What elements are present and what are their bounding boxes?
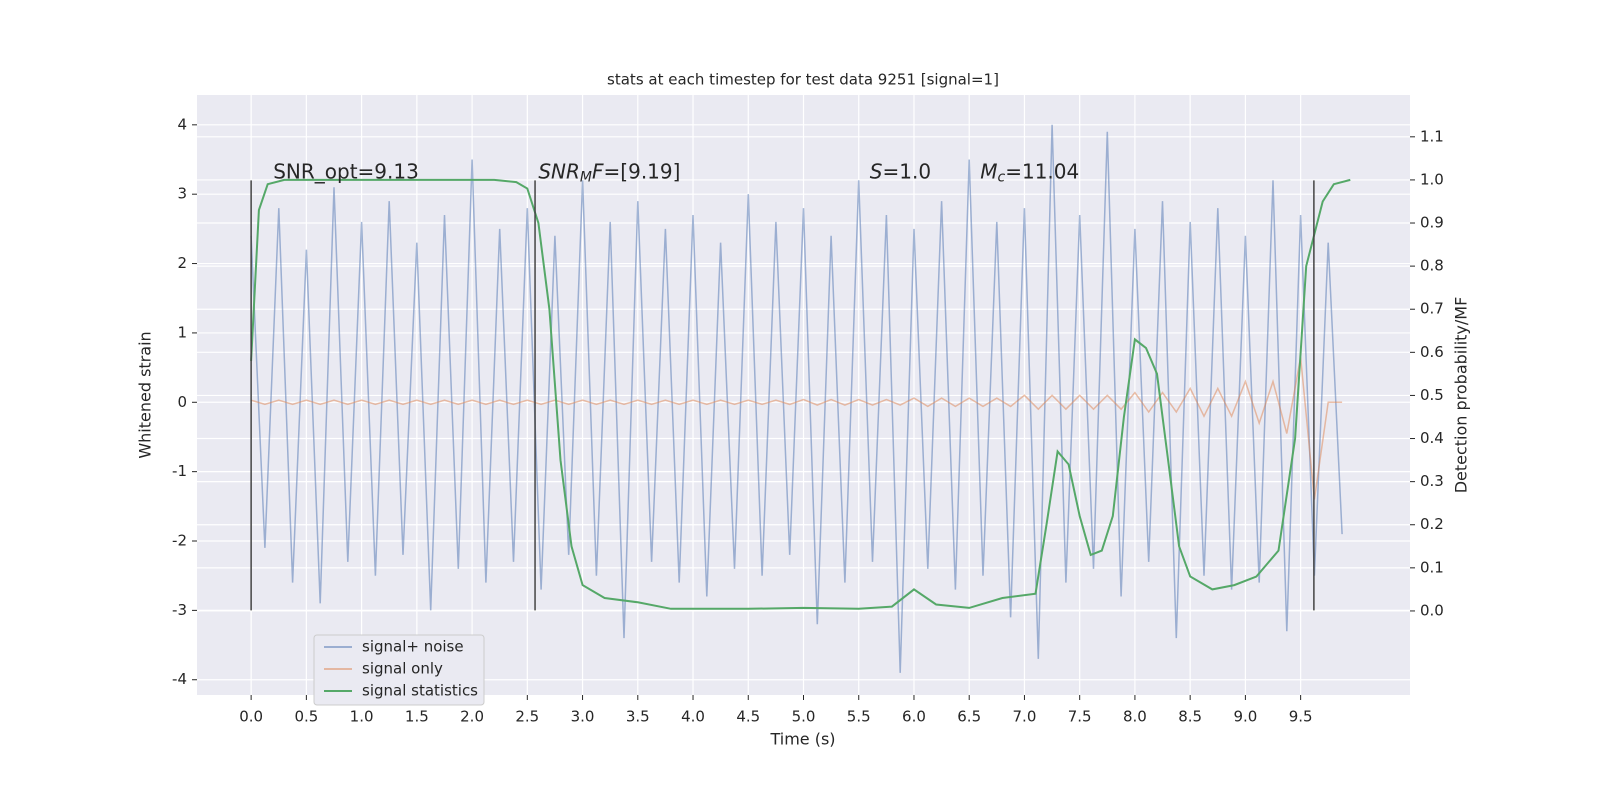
y2-tick-label: 1.1 [1420, 127, 1444, 145]
annotation-part: c [998, 169, 1006, 185]
x-tick-label: 2.5 [515, 708, 539, 726]
y-tick-label: 0 [177, 393, 187, 411]
annotation-part: =1.0 [882, 159, 931, 183]
annotation-part: =11.04 [1005, 159, 1079, 183]
x-tick-label: 4.5 [736, 708, 760, 726]
legend-label: signal only [362, 660, 443, 678]
annotation: Mc=11.04 [980, 159, 1079, 186]
series-line [250, 124, 1343, 673]
y-tick-label: -1 [172, 462, 187, 480]
annotation: S=1.0 [870, 159, 931, 183]
x-tick-label: 8.0 [1123, 708, 1147, 726]
legend-label: signal statistics [362, 682, 478, 700]
chart-title: stats at each timestep for test data 925… [607, 71, 999, 89]
annotation-part: M [580, 169, 592, 185]
annotation-part: SNR [538, 159, 580, 183]
annotation-part: M [980, 159, 997, 183]
x-tick-label: 6.5 [957, 708, 981, 726]
y-tick-label: -3 [172, 601, 187, 619]
y-axis-label: Whitened strain [136, 331, 155, 458]
x-tick-label: 3.0 [571, 708, 595, 726]
y2-tick-label: 0.1 [1420, 558, 1444, 576]
x-tick-label: 6.0 [902, 708, 926, 726]
y-tick-label: -2 [172, 532, 187, 550]
y2-tick-label: 0.3 [1420, 472, 1444, 490]
legend-label: signal+ noise [362, 638, 464, 656]
y2-tick-label: 0.8 [1420, 257, 1444, 275]
annotation-part: SNR_opt=9.13 [273, 159, 419, 183]
x-tick-label: 0.0 [239, 708, 263, 726]
y2-tick-label: 0.5 [1420, 386, 1444, 404]
x-tick-label: 4.0 [681, 708, 705, 726]
y-tick-label: 1 [177, 323, 187, 341]
legend: signal+ noise signal only signal statistic… [313, 634, 485, 706]
annotation-part: =[9.19] [604, 159, 681, 183]
x-tick-label: 0.5 [294, 708, 318, 726]
x-tick-label: 1.0 [350, 708, 374, 726]
x-tick-label: 9.0 [1233, 708, 1257, 726]
series-line [250, 178, 1351, 610]
legend-box [313, 634, 485, 706]
y2-axis-label: Detection probability/MF [1452, 297, 1471, 494]
x-tick-label: 3.5 [626, 708, 650, 726]
y2-tick-label: 0.4 [1420, 429, 1444, 447]
y2-tick-label: 0.0 [1420, 601, 1444, 619]
annotation-part: F [592, 159, 604, 183]
y-tick-label: 4 [177, 115, 187, 133]
y2-tick-label: 1.0 [1420, 170, 1444, 188]
y-tick-label: 3 [177, 185, 187, 203]
y-tick-label: -4 [172, 670, 187, 688]
x-tick-label: 5.5 [847, 708, 871, 726]
annotation-part: S [870, 159, 883, 183]
x-axis-label: Time (s) [769, 730, 835, 749]
grid [197, 95, 1410, 695]
y2-tick-label: 0.9 [1420, 214, 1444, 232]
x-tick-label: 2.0 [460, 708, 484, 726]
x-tick-label: 7.0 [1013, 708, 1037, 726]
y2-tick-label: 0.2 [1420, 515, 1444, 533]
annotation: SNRMF=[9.19] [538, 159, 680, 186]
x-tick-label: 5.0 [792, 708, 816, 726]
x-tick-label: 9.5 [1289, 708, 1313, 726]
y-tick-label: 2 [177, 254, 187, 272]
y2-tick-label: 0.6 [1420, 343, 1444, 361]
annotation: SNR_opt=9.13 [273, 159, 419, 183]
x-tick-label: 1.5 [405, 708, 429, 726]
x-tick-label: 7.5 [1068, 708, 1092, 726]
y2-tick-label: 0.7 [1420, 300, 1444, 318]
x-tick-label: 8.5 [1178, 708, 1202, 726]
